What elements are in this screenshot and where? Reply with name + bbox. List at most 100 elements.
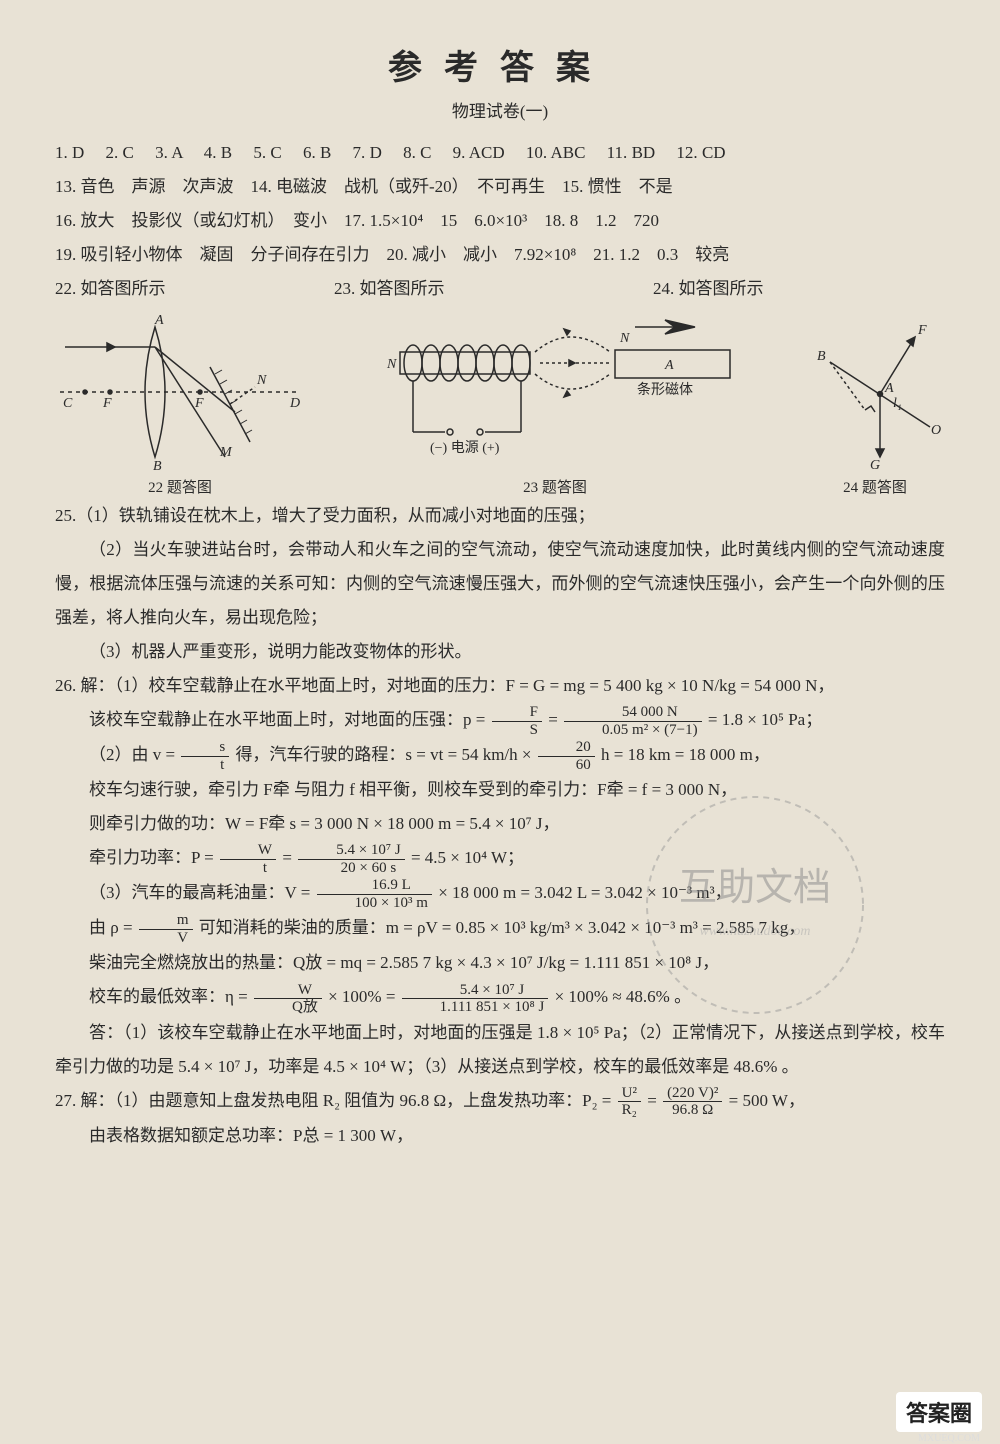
label-F2: F — [194, 396, 204, 411]
lens-diagram-icon: A B C D F F M N — [55, 312, 305, 472]
ans-3: A — [171, 143, 182, 162]
page-container: 参考答案 物理试卷(一) 1. D 2. C 3. A 4. B 5. C 6.… — [0, 0, 1000, 1183]
fill-line-19: 19. 吸引轻小物体 凝固 分子间存在引力 20. 减小 减小 7.92×10⁸… — [55, 238, 945, 272]
figure-24-caption: 24 题答图 — [843, 476, 907, 497]
label-F: F — [917, 323, 927, 338]
q27-1: 27. 解：（1）由题意知上盘发热电阻 R₂ 阻值为 96.8 Ω，上盘发热功率… — [55, 1084, 945, 1119]
q26-3d-post: × 100% ≈ 48.6% 。 — [555, 987, 692, 1006]
q26-2b: 校车匀速行驶，牵引力 F牵 与阻力 f 相平衡，则校车受到的牵引力：F牵 = f… — [55, 773, 945, 807]
q26-1b-pre: 该校车空载静止在水平地面上时，对地面的压强：p = — [89, 710, 490, 729]
coil-N-label: N — [386, 357, 397, 372]
q26-2d-pre: 牵引力功率：P = — [89, 848, 218, 867]
magnet-A-label: A — [664, 358, 674, 373]
ans-10: ABC — [550, 143, 585, 162]
figure-24: F B A l₁ O G 24 题答图 — [805, 312, 945, 497]
label-D: D — [289, 396, 300, 411]
fraction-icon: 5.4 × 10⁷ J1.111 851 × 10⁸ J — [402, 982, 549, 1016]
fill-22: 22. 如答图所示 — [55, 279, 166, 298]
q26-3b: 由 ρ = mV 可知消耗的柴油的质量：m = ρV = 0.85 × 10³ … — [55, 911, 945, 946]
label-F1: F — [102, 396, 112, 411]
label-C: C — [63, 396, 73, 411]
power-label: (−) 电源 (+) — [430, 440, 500, 456]
q27-2: 由表格数据知额定总功率：P总 = 1 300 W， — [55, 1119, 945, 1153]
q25-2: （2）当火车驶进站台时，会带动人和火车之间的空气流动，使空气流动速度加快，此时黄… — [55, 533, 945, 635]
fill-line-13: 13. 音色 声源 次声波 14. 电磁波 战机（或歼-20） 不可再生 15.… — [55, 170, 945, 204]
figure-23-caption: 23 题答图 — [523, 476, 587, 497]
subtitle: 物理试卷(一) — [55, 97, 945, 122]
q26-3c: 柴油完全燃烧放出的热量：Q放 = mq = 2.585 7 kg × 4.3 ×… — [55, 946, 945, 980]
q26-1b-mid: = — [548, 710, 562, 729]
q26-answer: 答：（1）该校车空载静止在水平地面上时，对地面的压强是 1.8 × 10⁵ Pa… — [55, 1016, 945, 1084]
figure-22: A B C D F F M N 22 题答图 — [55, 312, 305, 497]
q26-3d-mid: × 100% = — [328, 987, 400, 1006]
label-M: M — [219, 445, 233, 460]
q27-1-mid: = — [647, 1091, 661, 1110]
q26-3d-pre: 校车的最低效率：η = — [89, 987, 252, 1006]
q26-1b: 该校车空载静止在水平地面上时，对地面的压强：p = FS = 54 000 N0… — [55, 703, 945, 738]
ans-1: D — [72, 143, 84, 162]
mc-line: 1. D 2. C 3. A 4. B 5. C 6. B 7. D 8. C … — [55, 136, 945, 170]
ans-12: CD — [702, 143, 726, 162]
fraction-icon: Wt — [220, 842, 276, 876]
q26-1b-post: = 1.8 × 10⁵ Pa； — [708, 710, 822, 729]
label-N: N — [256, 373, 267, 388]
figure-row: A B C D F F M N 22 题答图 — [55, 312, 945, 497]
fraction-icon: WQ放 — [254, 982, 322, 1016]
q26-2a-post: h = 18 km = 18 000 m， — [601, 745, 770, 764]
label-B: B — [153, 459, 162, 472]
q26-3b-pre: 由 ρ = — [89, 918, 137, 937]
label-l1: l₁ — [893, 396, 902, 411]
fill-23: 23. 如答图所示 — [334, 279, 445, 298]
fraction-icon: FS — [492, 704, 542, 738]
fraction-icon: 54 000 N0.05 m² × (7−1) — [564, 704, 702, 738]
ans-11: BD — [632, 143, 656, 162]
fill-24: 24. 如答图所示 — [653, 279, 764, 298]
q27-1-post: = 500 W， — [729, 1091, 805, 1110]
q27-1-pre: 27. 解：（1）由题意知上盘发热电阻 R₂ 阻值为 96.8 Ω，上盘发热功率… — [55, 1091, 616, 1110]
label-G: G — [870, 458, 880, 472]
label-O: O — [931, 423, 941, 438]
ans-9: ACD — [469, 143, 505, 162]
footer-brand: 答案圈 — [896, 1392, 982, 1432]
q26-2d: 牵引力功率：P = Wt = 5.4 × 10⁷ J20 × 60 s = 4.… — [55, 841, 945, 876]
fill-line-16: 16. 放大 投影仪（或幻灯机） 变小 17. 1.5×10⁴ 15 6.0×1… — [55, 204, 945, 238]
ans-6: B — [320, 143, 331, 162]
lever-diagram-icon: F B A l₁ O G — [805, 312, 945, 472]
figure-23: N N A 条形磁体 (−) 电源 (+) 23 题答图 — [365, 312, 745, 497]
q26-2d-post: = 4.5 × 10⁴ W； — [411, 848, 524, 867]
q26-3a: （3）汽车的最高耗油量：V = 16.9 L100 × 10³ m × 18 0… — [55, 876, 945, 911]
electromagnet-diagram-icon: N N A 条形磁体 (−) 电源 (+) — [365, 312, 745, 472]
fraction-icon: U²R₂ — [618, 1085, 641, 1119]
fraction-icon: mV — [139, 912, 193, 946]
q26-2a-mid: 得，汽车行驶的路程：s = vt = 54 km/h × — [235, 745, 535, 764]
q25-1: 25.（1）铁轨铺设在枕木上，增大了受力面积，从而减小对地面的压强； — [55, 499, 945, 533]
q26-2d-mid: = — [282, 848, 296, 867]
bar-magnet-label: 条形磁体 — [637, 381, 693, 398]
q26-2c: 则牵引力做的功：W = F牵 s = 3 000 N × 18 000 m = … — [55, 807, 945, 841]
q26-2a: （2）由 v = st 得，汽车行驶的路程：s = vt = 54 km/h ×… — [55, 738, 945, 773]
fraction-icon: st — [181, 739, 229, 773]
fraction-icon: (220 V)²96.8 Ω — [663, 1085, 722, 1119]
label-A24: A — [884, 381, 894, 396]
figure-22-caption: 22 题答图 — [148, 476, 212, 497]
compass-N-label: N — [619, 331, 630, 346]
main-title: 参考答案 — [55, 40, 945, 89]
ans-4: B — [221, 143, 232, 162]
q26-3a-post: × 18 000 m = 3.042 L = 3.042 × 10⁻³ m³， — [438, 883, 731, 902]
ans-5: C — [270, 143, 281, 162]
q26-3a-pre: （3）汽车的最高耗油量：V = — [89, 883, 315, 902]
ans-8: C — [420, 143, 431, 162]
q26-1a: 26. 解：（1）校车空载静止在水平地面上时，对地面的压力：F = G = mg… — [55, 669, 945, 703]
q26-3b-post: 可知消耗的柴油的质量：m = ρV = 0.85 × 10³ kg/m³ × 3… — [199, 918, 805, 937]
q26-2a-pre: （2）由 v = — [89, 745, 179, 764]
footer-url: MXUEQ.COM — [918, 1433, 980, 1444]
fill-line-22-24: 22. 如答图所示 23. 如答图所示 24. 如答图所示 — [55, 272, 945, 306]
fraction-icon: 5.4 × 10⁷ J20 × 60 s — [298, 842, 405, 876]
fraction-icon: 16.9 L100 × 10³ m — [317, 877, 432, 911]
ans-2: C — [123, 143, 134, 162]
fraction-icon: 2060 — [538, 739, 595, 773]
label-A: A — [154, 313, 164, 328]
q25-3: （3）机器人严重变形，说明力能改变物体的形状。 — [55, 635, 945, 669]
q26-3d: 校车的最低效率：η = WQ放 × 100% = 5.4 × 10⁷ J1.11… — [55, 980, 945, 1015]
label-B24: B — [817, 349, 826, 364]
